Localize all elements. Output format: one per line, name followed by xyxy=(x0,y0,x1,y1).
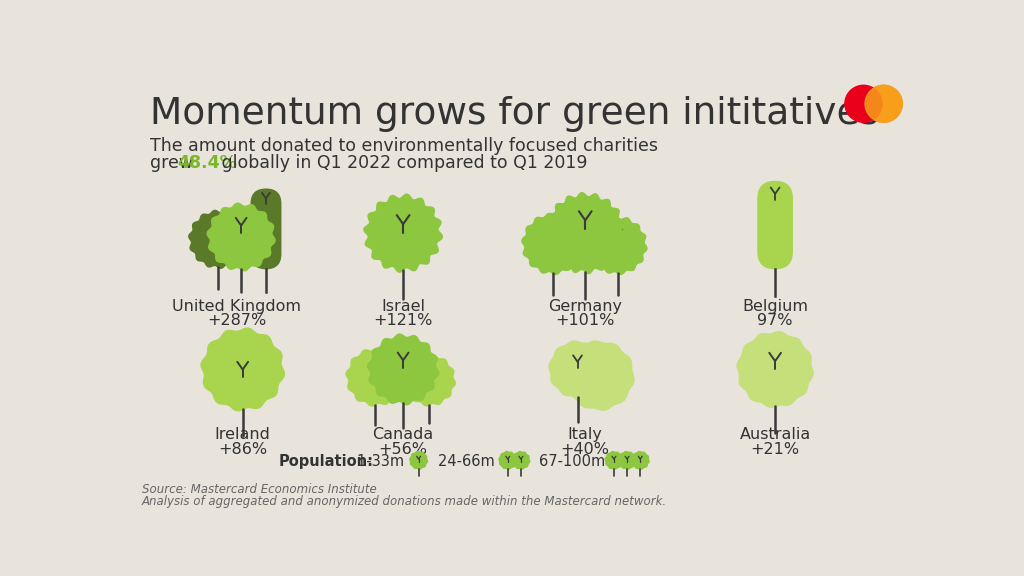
Polygon shape xyxy=(499,452,516,469)
Polygon shape xyxy=(618,452,636,469)
Polygon shape xyxy=(522,213,584,274)
Circle shape xyxy=(865,85,902,122)
FancyBboxPatch shape xyxy=(251,188,282,270)
Text: +86%: +86% xyxy=(218,442,267,457)
Text: The amount donated to environmentally focused charities: The amount donated to environmentally fo… xyxy=(150,137,657,155)
Polygon shape xyxy=(201,328,285,411)
Text: 48.4%: 48.4% xyxy=(177,154,238,172)
Polygon shape xyxy=(368,334,438,405)
Polygon shape xyxy=(403,354,456,406)
Text: +101%: +101% xyxy=(556,313,615,328)
Text: +21%: +21% xyxy=(751,442,800,457)
Text: Population:: Population: xyxy=(280,454,374,469)
Text: grew: grew xyxy=(150,154,199,172)
Polygon shape xyxy=(589,217,647,274)
Text: +287%: +287% xyxy=(207,313,266,328)
Polygon shape xyxy=(605,452,623,469)
Text: globally in Q1 2022 compared to Q1 2019: globally in Q1 2022 compared to Q1 2019 xyxy=(216,154,588,172)
Text: 24-66m =: 24-66m = xyxy=(438,454,512,469)
Text: +56%: +56% xyxy=(379,442,428,457)
Polygon shape xyxy=(737,332,813,407)
Polygon shape xyxy=(410,452,427,469)
Circle shape xyxy=(865,85,902,122)
FancyBboxPatch shape xyxy=(758,181,793,270)
Polygon shape xyxy=(346,348,404,406)
Polygon shape xyxy=(364,194,442,272)
Text: 1-33m =: 1-33m = xyxy=(356,454,421,469)
Text: United Kingdom: United Kingdom xyxy=(172,298,301,313)
Text: Israel: Israel xyxy=(381,298,425,313)
Text: +40%: +40% xyxy=(561,442,609,457)
Text: Source: Mastercard Economics Institute: Source: Mastercard Economics Institute xyxy=(142,483,377,497)
Polygon shape xyxy=(188,210,247,268)
Polygon shape xyxy=(545,193,626,274)
Text: Belgium: Belgium xyxy=(742,298,808,313)
Polygon shape xyxy=(632,452,649,469)
Text: +121%: +121% xyxy=(374,313,433,328)
Polygon shape xyxy=(564,341,634,410)
Text: 97%: 97% xyxy=(758,313,793,328)
Polygon shape xyxy=(207,203,275,271)
Text: Italy: Italy xyxy=(568,427,603,442)
Polygon shape xyxy=(549,341,606,397)
Circle shape xyxy=(845,85,882,122)
Text: 67-100m =: 67-100m = xyxy=(539,454,622,469)
Polygon shape xyxy=(512,452,529,469)
Text: Canada: Canada xyxy=(373,427,434,442)
Text: Australia: Australia xyxy=(739,427,811,442)
Text: Ireland: Ireland xyxy=(215,427,270,442)
Text: Momentum grows for green inititatives: Momentum grows for green inititatives xyxy=(150,96,879,132)
Text: Germany: Germany xyxy=(548,298,623,313)
Text: Analysis of aggregated and anonymized donations made within the Mastercard netwo: Analysis of aggregated and anonymized do… xyxy=(142,495,667,508)
